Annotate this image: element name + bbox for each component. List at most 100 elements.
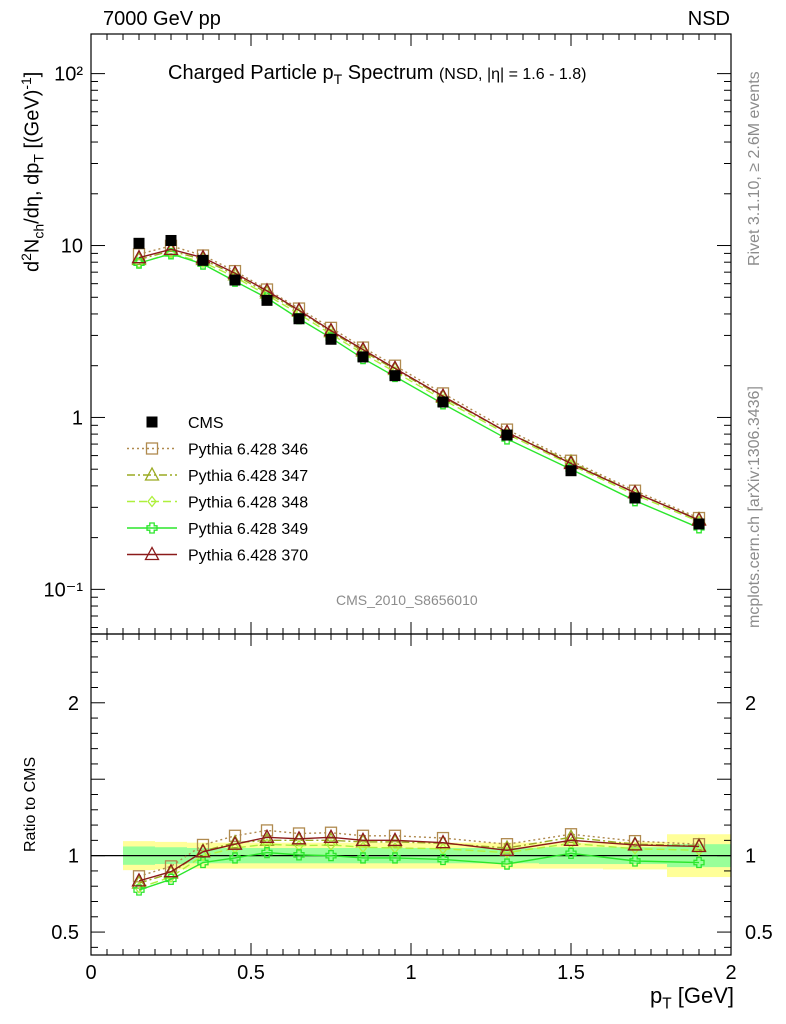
legend-marker <box>144 466 160 481</box>
main-point-pythia-6-428-370 <box>163 240 179 256</box>
ratio-point-pythia-6-428-348 <box>694 844 704 857</box>
main-point-cms <box>389 370 401 382</box>
ratio-point-pythia-6-428-349 <box>389 852 401 864</box>
plot-title-qualifier: (NSD, |η| = 1.6 - 1.8) <box>438 66 587 83</box>
x-tick-label: 0.5 <box>237 962 265 984</box>
ratio-point-pythia-6-428-346 <box>324 826 338 839</box>
ratio-point-pythia-6-428-370 <box>499 841 515 856</box>
ratio-panel: 0 0.5 1 1.5 2 0.5 0.5 1 1 2 2 <box>51 633 773 984</box>
main-point-pythia-6-428-347 <box>131 251 147 266</box>
ratio-point-pythia-6-428-349 <box>325 849 337 862</box>
main-point-cms <box>693 518 705 530</box>
ratio-point-pythia-6-428-346 <box>260 824 274 837</box>
analysis-watermark: CMS_2010_S8656010 <box>336 592 478 608</box>
ratio-point-pythia-6-428-349 <box>357 852 369 864</box>
main-point-cms <box>629 492 641 504</box>
main-y-tick-label: 1 <box>72 407 83 429</box>
ratio-frame <box>90 633 732 956</box>
ratio-point-pythia-6-428-349 <box>229 852 241 864</box>
legend-marker <box>146 522 158 534</box>
main-point-cms <box>261 294 273 306</box>
ratio-point-pythia-6-428-370 <box>627 836 643 851</box>
main-y-tick-label: 10² <box>54 64 83 86</box>
ratio-point-pythia-6-428-347 <box>323 831 339 847</box>
main-y-tick-label: 10⁻¹ <box>44 579 84 601</box>
legend-marker <box>145 442 159 455</box>
ratio-point-pythia-6-428-346 <box>628 834 642 848</box>
ratio-point-pythia-6-428-349 <box>501 858 513 870</box>
ratio-point-pythia-6-428-370 <box>435 834 451 849</box>
ratio-point-pythia-6-428-346 <box>388 829 402 842</box>
legend-label: Pythia 6.428 348 <box>188 495 308 512</box>
main-line-pythia-6-428-346 <box>138 245 700 519</box>
x-axis-label: pT [GeV] <box>650 983 735 1013</box>
ratio-point-pythia-6-428-346 <box>228 829 242 842</box>
ratio-point-pythia-6-428-349 <box>133 884 145 896</box>
ratio-point-pythia-6-428-370 <box>563 831 579 847</box>
ratio-point-pythia-6-428-347 <box>131 874 147 889</box>
header-right-label: NSD <box>687 8 730 30</box>
legend-marker <box>147 495 157 508</box>
ratio-point-pythia-6-428-348 <box>326 838 336 851</box>
x-tick-label: 2 <box>725 962 736 984</box>
ratio-point-pythia-6-428-370 <box>195 843 211 858</box>
main-y-tick-label: 10 <box>61 236 83 258</box>
ratio-y-tick-label-right: 0.5 <box>745 922 773 944</box>
ratio-point-pythia-6-428-370 <box>387 831 403 847</box>
plot-title-subscript: T <box>333 71 343 87</box>
ratio-point-pythia-6-428-349 <box>693 856 705 869</box>
ratio-point-pythia-6-428-370 <box>291 830 307 845</box>
ratio-point-pythia-6-428-370 <box>355 831 371 847</box>
main-point-cms <box>165 234 177 246</box>
ratio-point-pythia-6-428-349 <box>197 856 209 869</box>
ratio-y-tick-label-right: 2 <box>745 693 756 715</box>
ratio-point-pythia-6-428-347 <box>227 834 243 849</box>
ratio-point-pythia-6-428-349 <box>565 847 577 859</box>
ratio-point-pythia-6-428-370 <box>323 828 339 843</box>
plot-title-text-post: Spectrum <box>342 62 434 84</box>
ratio-point-pythia-6-428-349 <box>293 849 305 861</box>
main-point-cms <box>357 351 369 363</box>
main-line-pythia-6-428-349 <box>138 253 700 529</box>
main-point-cms <box>229 274 241 286</box>
main-point-cms <box>437 396 449 408</box>
main-point-pythia-6-428-370 <box>131 249 147 264</box>
main-point-cms <box>565 465 577 477</box>
legend-marker <box>146 416 158 428</box>
x-tick-label: 0 <box>85 962 96 984</box>
ratio-point-pythia-6-428-347 <box>259 831 275 847</box>
main-panel: 10⁻¹ 1 10 10² <box>44 33 732 635</box>
legend-label: CMS <box>188 415 224 432</box>
main-point-cms <box>197 254 209 266</box>
legend-marker <box>144 546 160 561</box>
legend-label: Pythia 6.428 347 <box>188 468 308 485</box>
ratio-y-tick-label: 1 <box>68 846 79 868</box>
ratio-point-pythia-6-428-349 <box>629 855 641 867</box>
ratio-point-pythia-6-428-370 <box>691 838 707 853</box>
ratio-point-pythia-6-428-370 <box>131 872 147 887</box>
legend: CMS Pythia 6.428 346 Pythia 6.428 347 Pythi… <box>127 415 308 565</box>
x-tick-label: 1 <box>405 962 416 984</box>
ratio-point-pythia-6-428-349 <box>437 853 449 866</box>
header-left-label: 7000 GeV pp <box>103 8 221 30</box>
x-tick-label: 1.5 <box>557 962 585 984</box>
main-point-cms <box>293 313 305 325</box>
ratio-point-pythia-6-428-370 <box>259 828 275 843</box>
legend-label: Pythia 6.428 349 <box>188 521 308 538</box>
ratio-point-pythia-6-428-370 <box>227 835 243 850</box>
ratio-y-tick-label: 2 <box>68 693 79 715</box>
main-point-cms <box>133 237 145 249</box>
ratio-point-pythia-6-428-349 <box>261 846 273 859</box>
main-point-cms <box>501 429 513 441</box>
main-frame <box>90 33 732 635</box>
plot-title-text: Charged Particle p <box>168 62 334 84</box>
ratio-point-pythia-6-428-347 <box>563 828 579 843</box>
main-point-cms <box>325 333 337 345</box>
ratio-y-tick-label: 0.5 <box>51 922 79 944</box>
ratio-point-pythia-6-428-348 <box>630 842 640 855</box>
legend-label: Pythia 6.428 346 <box>188 442 308 459</box>
legend-label: Pythia 6.428 370 <box>188 548 308 565</box>
ratio-y-tick-label-right: 1 <box>745 846 756 868</box>
ratio-point-pythia-6-428-370 <box>163 863 179 878</box>
